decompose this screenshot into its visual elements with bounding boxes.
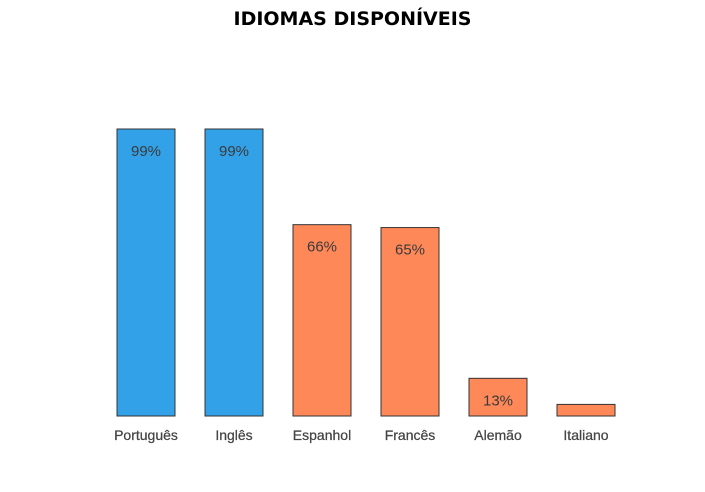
bar-inglês bbox=[204, 128, 264, 417]
chart-title: IDIOMAS DISPONÍVEIS bbox=[233, 8, 472, 30]
x-tick-label: Francês bbox=[385, 427, 436, 443]
x-tick-label: Espanhol bbox=[293, 427, 351, 443]
data-label: 99% bbox=[219, 143, 249, 160]
bar-português bbox=[116, 128, 176, 417]
bar-espanhol bbox=[292, 224, 352, 417]
x-tick-label: Português bbox=[114, 427, 178, 443]
data-label: 65% bbox=[395, 242, 425, 259]
x-tick-label: Inglês bbox=[215, 427, 252, 443]
bar-alemão bbox=[468, 377, 528, 417]
x-tick-label: Alemão bbox=[474, 427, 522, 443]
bar-italiano bbox=[556, 403, 616, 417]
data-label: 99% bbox=[131, 143, 161, 160]
x-tick-label: Italiano bbox=[563, 427, 608, 443]
bar-francês bbox=[380, 227, 440, 417]
data-label: 13% bbox=[483, 392, 513, 409]
data-label: 66% bbox=[307, 239, 337, 256]
